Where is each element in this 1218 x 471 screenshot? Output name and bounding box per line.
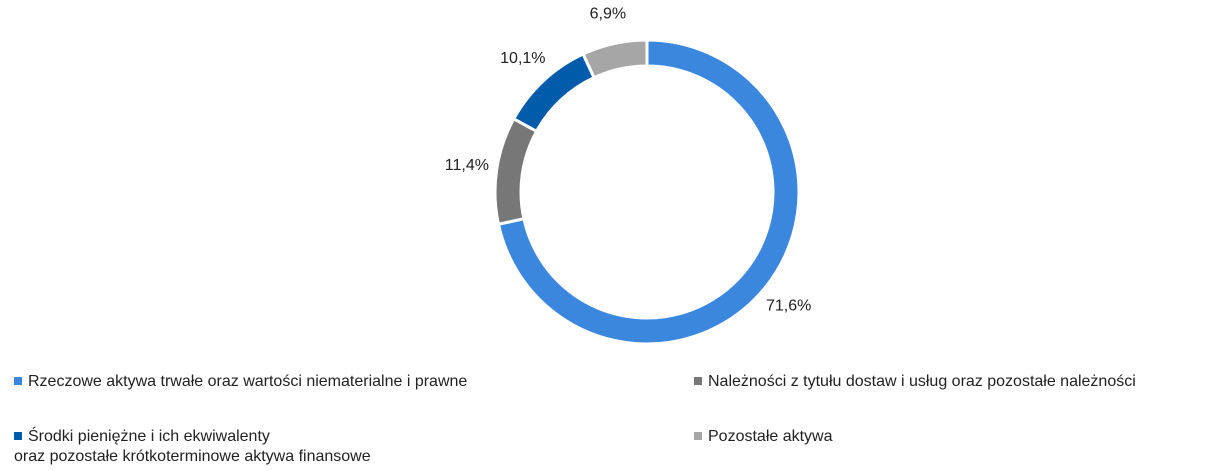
- legend-item: Środki pieniężne i ich ekwiwalenty oraz …: [14, 427, 371, 467]
- legend-swatch: [694, 377, 702, 385]
- legend-swatch: [14, 377, 22, 385]
- legend-swatch: [14, 432, 22, 440]
- data-label: 6,9%: [590, 5, 626, 22]
- donut-slice: [493, 116, 539, 227]
- legend-item: Należności z tytułu dostaw i usług oraz …: [694, 372, 1136, 392]
- donut-slice: [581, 38, 649, 80]
- legend-label: Środki pieniężne i ich ekwiwalenty oraz …: [14, 428, 371, 465]
- legend-swatch: [694, 432, 702, 440]
- chart: 71,6% 11,4% 10,1% 6,9%: [445, 5, 811, 346]
- legend-label: Należności z tytułu dostaw i usług oraz …: [708, 373, 1136, 390]
- data-label: 71,6%: [766, 297, 811, 314]
- legend-item: Rzeczowe aktywa trwałe oraz wartości nie…: [14, 372, 467, 392]
- legend-item: Pozostałe aktywa: [694, 427, 833, 447]
- data-label: 11,4%: [445, 157, 489, 174]
- legend-label: Pozostałe aktywa: [708, 428, 833, 445]
- donut-slice: [496, 38, 801, 346]
- data-label: 10,1%: [500, 50, 545, 67]
- legend-label: Rzeczowe aktywa trwałe oraz wartości nie…: [28, 373, 468, 390]
